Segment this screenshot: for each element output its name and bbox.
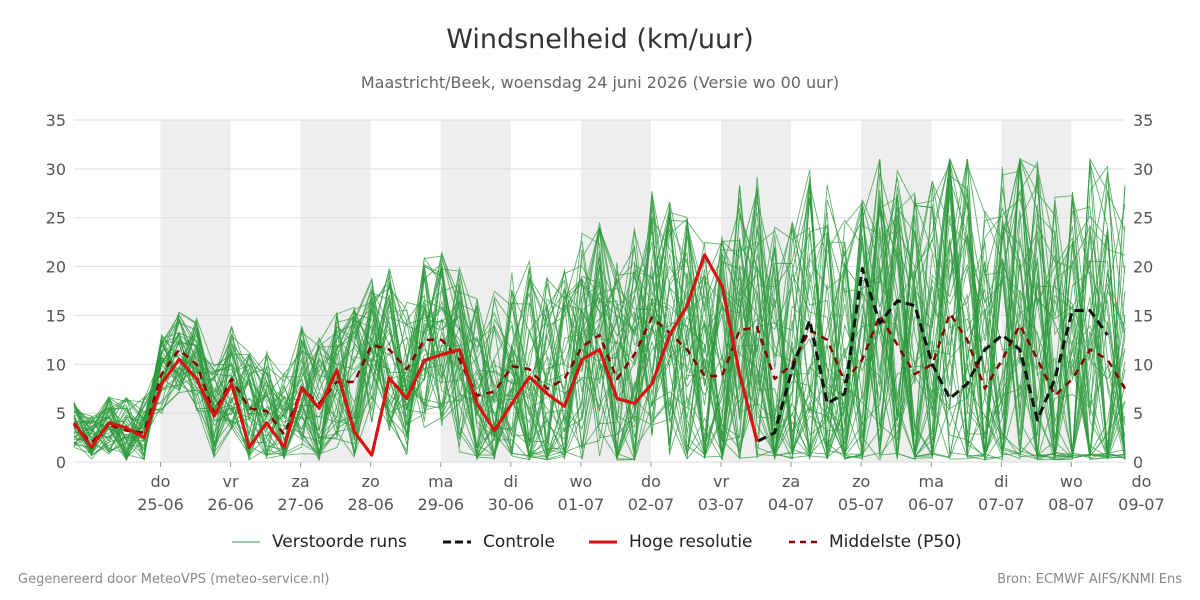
y-tick-label-right: 0 <box>1133 453 1143 472</box>
ensemble-member-line <box>73 159 1126 460</box>
x-tick-date: 26-06 <box>207 495 254 514</box>
x-tick-date: 02-07 <box>628 495 675 514</box>
y-tick-label-left: 15 <box>46 306 66 325</box>
x-tick-date: 29-06 <box>418 495 465 514</box>
x-tick-day: za <box>292 472 310 491</box>
chart-legend: Verstoorde runs Controle Hoge resolutie … <box>0 529 1200 555</box>
legend-item-control: Controle <box>443 529 555 555</box>
legend-item-highres: Hoge resolutie <box>589 529 753 555</box>
legend-label-median: Middelste (P50) <box>829 532 962 552</box>
x-tick-date: 27-06 <box>277 495 324 514</box>
ensemble-member-line <box>73 159 1126 462</box>
legend-label-ensemble: Verstoorde runs <box>272 532 407 552</box>
day-band <box>160 120 231 462</box>
legend-item-median: Middelste (P50) <box>789 529 962 555</box>
x-tick-date: 04-07 <box>768 495 815 514</box>
x-tick-day: do <box>1131 472 1151 491</box>
ensemble-member-line <box>73 180 1126 460</box>
ensemble-member-line <box>73 194 1126 461</box>
x-tick-date: 07-07 <box>978 495 1025 514</box>
x-tick-day: di <box>504 472 519 491</box>
y-tick-label-left: 25 <box>46 209 66 228</box>
x-tick-day: do <box>641 472 661 491</box>
footer-generated-by: Gegenereerd door MeteoVPS (meteo-service… <box>18 572 330 587</box>
y-tick-label-right: 30 <box>1133 160 1153 179</box>
chart-subtitle: Maastricht/Beek, woensdag 24 juni 2026 (… <box>360 73 840 92</box>
x-tick-date: 25-06 <box>137 495 184 514</box>
highres-line <box>72 253 759 457</box>
y-tick-label-left: 0 <box>56 453 66 472</box>
x-tick-date: 28-06 <box>347 495 394 514</box>
y-tick-label-right: 25 <box>1133 209 1153 228</box>
x-tick-day: vr <box>713 472 729 491</box>
ensemble-member-line <box>73 163 1126 462</box>
y-tick-label-right: 20 <box>1133 258 1153 277</box>
x-tick-day: di <box>994 472 1009 491</box>
x-tick-day: wo <box>1060 472 1083 491</box>
x-tick-date: 01-07 <box>558 495 605 514</box>
x-tick-day: zo <box>362 472 380 491</box>
x-tick-date: 03-07 <box>698 495 745 514</box>
ensemble-member-line <box>73 165 1126 460</box>
x-tick-date: 30-06 <box>488 495 535 514</box>
x-tick-day: do <box>151 472 171 491</box>
ensemble-member-line <box>73 157 1126 459</box>
y-tick-label-left: 10 <box>46 355 66 374</box>
x-tick-date: 08-07 <box>1048 495 1095 514</box>
x-tick-day: vr <box>223 472 239 491</box>
x-tick-date: 05-07 <box>838 495 885 514</box>
x-tick-day: ma <box>428 472 453 491</box>
ensemble-member-line <box>73 198 1126 458</box>
x-tick-day: wo <box>569 472 592 491</box>
y-tick-label-right: 5 <box>1133 404 1143 423</box>
legend-label-control: Controle <box>483 532 555 552</box>
x-tick-day: ma <box>919 472 944 491</box>
legend-item-ensemble: Verstoorde runs <box>232 529 407 555</box>
y-tick-label-right: 15 <box>1133 306 1153 325</box>
y-tick-label-left: 35 <box>46 111 66 130</box>
legend-label-highres: Hoge resolutie <box>629 532 753 552</box>
y-tick-label-right: 35 <box>1133 111 1153 130</box>
ensemble-member-line <box>73 201 1126 461</box>
y-tick-label-left: 20 <box>46 258 66 277</box>
chart-title: Windsnelheid (km/uur) <box>446 24 754 55</box>
x-tick-day: zo <box>852 472 870 491</box>
y-tick-label-left: 30 <box>46 160 66 179</box>
ensemble-member-line <box>73 186 1126 460</box>
ensemble-member-line <box>73 181 1126 461</box>
ensemble-member-line <box>73 195 1126 460</box>
x-tick-date: 09-07 <box>1118 495 1165 514</box>
footer-source: Bron: ECMWF AIFS/KNMI Ens <box>997 572 1182 587</box>
y-tick-label-right: 10 <box>1133 355 1153 374</box>
y-tick-label-left: 5 <box>56 404 66 423</box>
ensemble-member-line <box>73 159 1126 460</box>
x-tick-date: 06-07 <box>908 495 955 514</box>
median-line <box>73 312 1127 444</box>
x-tick-day: za <box>782 472 800 491</box>
